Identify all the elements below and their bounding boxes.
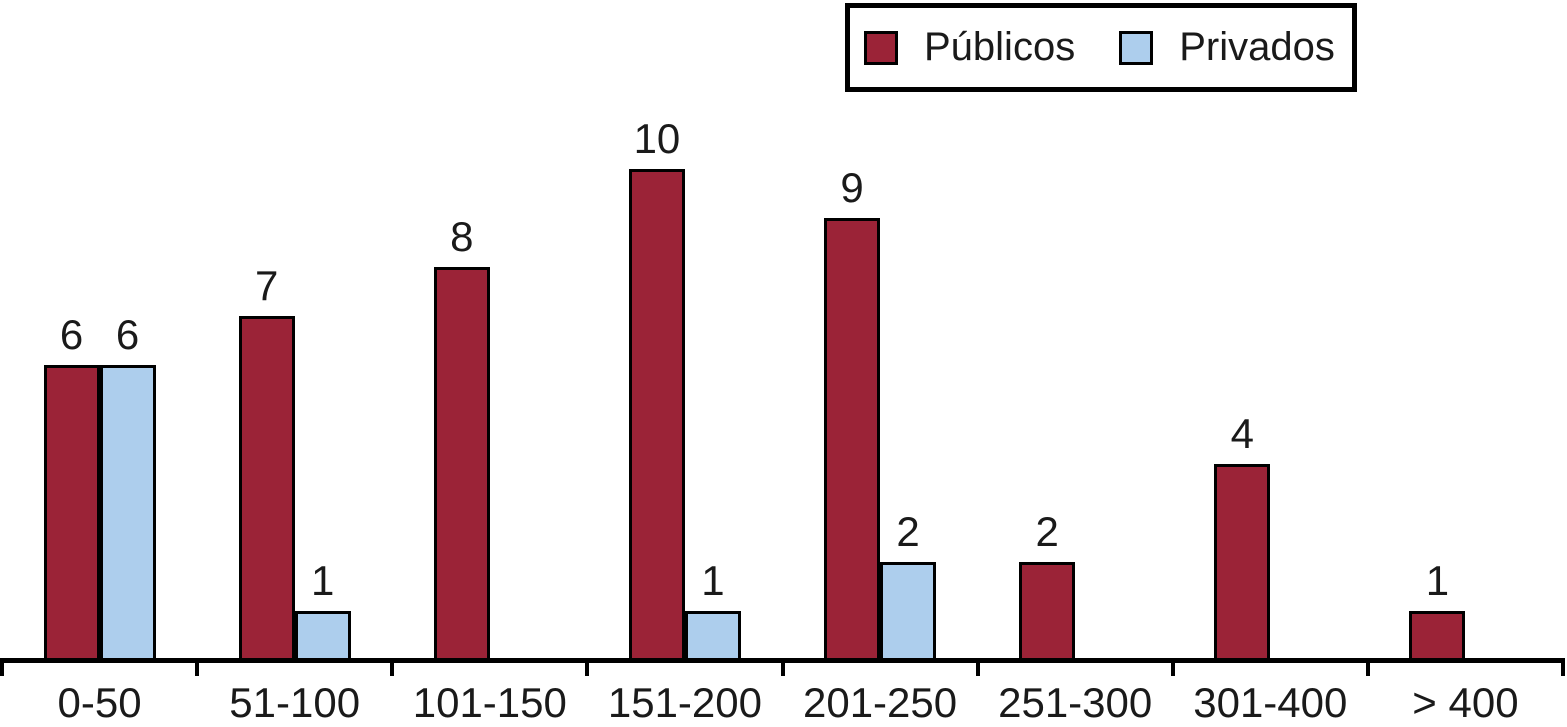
bar-publicos [1019, 561, 1076, 663]
legend-label-privados: Privados [1179, 25, 1335, 69]
bar-value-label: 6 [59, 311, 84, 359]
x-tick-label: 201-250 [802, 679, 958, 726]
legend-label-publicos: Públicos [924, 25, 1076, 69]
bar-value-label: 2 [1035, 507, 1059, 555]
x-tick-label: 251-300 [998, 679, 1153, 726]
legend-item-privados: Privados [1119, 25, 1335, 70]
x-axis-tick [1170, 658, 1175, 676]
x-axis-line [2, 658, 1563, 663]
bar-publicos [1214, 463, 1271, 663]
x-tick-label: 0-50 [57, 679, 142, 726]
bar-privados [99, 365, 156, 663]
x-axis-tick [780, 658, 785, 676]
x-tick-label: 101-150 [412, 679, 567, 726]
x-tick-label: 51-100 [229, 679, 361, 726]
x-axis-tick [195, 658, 200, 676]
bar-privados [294, 610, 351, 663]
bar-value-label: 4 [1230, 409, 1254, 457]
x-tick-label: > 400 [1412, 679, 1519, 726]
legend: Públicos Privados [845, 3, 1357, 92]
bar-publicos [238, 316, 295, 663]
x-axis-tick [0, 658, 4, 676]
bar-privados [880, 561, 937, 663]
bar-publicos [1409, 610, 1466, 663]
bar-value-label: 10 [633, 115, 681, 162]
bar-value-label: 1 [1425, 556, 1450, 604]
x-axis-tick [1365, 658, 1370, 676]
bar-publicos [43, 365, 100, 663]
bar-value-label: 1 [701, 556, 725, 604]
x-axis-tick [975, 658, 980, 676]
bar-value-label: 9 [840, 164, 864, 212]
bar-privados [684, 610, 741, 663]
x-tick-label: 301-400 [1193, 679, 1348, 726]
bar-publicos [824, 218, 881, 663]
x-axis-tick [1561, 658, 1565, 676]
bar-value-label: 2 [896, 507, 920, 555]
bar-value-label: 6 [115, 311, 140, 359]
bar-value-label: 1 [311, 556, 335, 604]
publicos-swatch [864, 30, 898, 65]
legend-item-publicos: Públicos [864, 25, 1075, 70]
bar-value-label: 8 [450, 213, 474, 261]
bar-publicos [433, 267, 490, 663]
privados-swatch [1119, 30, 1154, 65]
bar-publicos [628, 169, 685, 663]
bar-value-label: 7 [255, 262, 279, 310]
x-axis-tick [585, 658, 590, 676]
x-axis-tick [390, 658, 395, 676]
x-tick-label: 151-200 [607, 679, 762, 726]
